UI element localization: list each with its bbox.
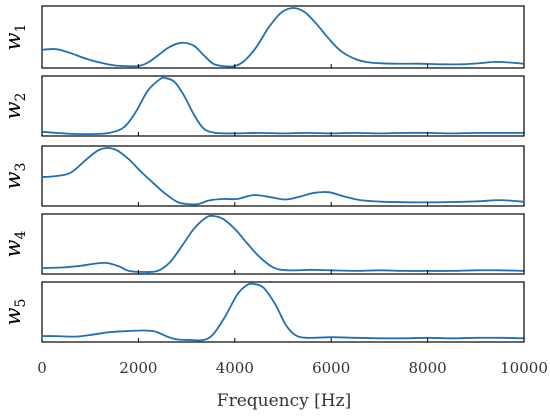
- panel-4-ylabel-subscript: 4: [13, 230, 29, 239]
- panel-3-ylabel-subscript: 3: [13, 163, 29, 172]
- panel-3-ylabel: w3: [1, 163, 29, 190]
- panel-1-ylabel-subscript: 1: [13, 24, 29, 33]
- x-tick-label: 8000: [409, 359, 447, 377]
- panel-2: w2: [1, 75, 525, 137]
- panel-4-ylabel: w4: [1, 230, 29, 257]
- panel-5-ylabel-subscript: 5: [13, 299, 29, 308]
- panel-3-series-line: [41, 147, 525, 206]
- panel-4: w4: [1, 213, 525, 275]
- panel-1-series-line: [41, 7, 525, 68]
- panel-2-series-line: [41, 76, 525, 136]
- panel-5-ylabel: w5: [1, 299, 29, 326]
- panel-2-frame: [41, 75, 525, 137]
- panel-4-frame: [41, 213, 525, 275]
- panel-5-series-line: [41, 282, 525, 342]
- x-tick-label: 0: [37, 359, 47, 377]
- x-axis: 0 2000 4000 6000 8000 10000: [37, 359, 548, 377]
- panel-3: w3: [1, 145, 525, 207]
- panel-5-ylabel-base: w: [1, 307, 25, 325]
- x-tick-label: 4000: [216, 359, 254, 377]
- x-tick-label: 2000: [119, 359, 157, 377]
- panel-3-ylabel-base: w: [1, 171, 25, 189]
- panel-1: w1: [1, 5, 525, 69]
- panel-3-frame: [41, 145, 525, 207]
- x-tick-label: 10000: [500, 359, 548, 377]
- panel-4-series-line: [41, 214, 525, 273]
- panel-1-frame: [41, 5, 525, 69]
- panel-1-ylabel: w1: [1, 24, 29, 51]
- panel-2-ylabel-subscript: 2: [13, 93, 29, 102]
- panel-4-ylabel-base: w: [1, 239, 25, 257]
- panel-5-frame: [41, 281, 525, 343]
- x-axis-label: Frequency [Hz]: [217, 391, 351, 411]
- panel-5: w5: [1, 281, 525, 343]
- x-tick-label: 6000: [312, 359, 350, 377]
- panel-1-ylabel-base: w: [1, 32, 25, 50]
- panel-2-ylabel-base: w: [1, 101, 25, 119]
- panel-2-ylabel: w2: [1, 93, 29, 120]
